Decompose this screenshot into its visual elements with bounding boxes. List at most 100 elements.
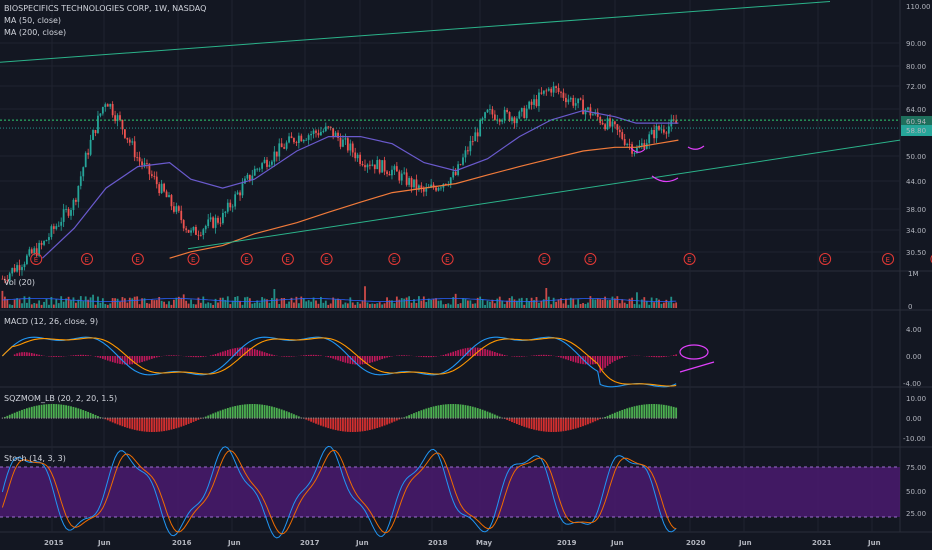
volume-bars — [1, 286, 678, 308]
macd-hist-bar — [339, 356, 342, 362]
macd-hist-bar — [82, 354, 85, 356]
earnings-marker — [187, 253, 200, 265]
macd-hist-bar — [418, 356, 420, 357]
volume-ma-line — [2, 298, 677, 302]
annotations[interactable] — [630, 145, 715, 373]
macd-hist-bar — [195, 356, 197, 358]
volume-bar — [516, 300, 518, 308]
volume-bar — [148, 303, 151, 308]
earnings-marker — [584, 253, 597, 265]
volume-bar — [126, 302, 129, 308]
prev-price-label: 60.94 — [906, 118, 927, 126]
sqz-bar — [545, 418, 548, 432]
sqz-bar — [322, 418, 325, 427]
sqz-bar — [359, 418, 361, 432]
sqz-bar — [535, 418, 538, 431]
sqz-bar — [317, 418, 320, 425]
candle-body — [616, 124, 619, 130]
sqz-bar — [182, 418, 185, 426]
candle-body — [8, 273, 11, 281]
candle-body — [471, 141, 474, 142]
sqz-dot — [489, 417, 491, 419]
volume-bar — [45, 298, 48, 308]
candle-body — [199, 234, 202, 236]
candle-body — [79, 176, 82, 186]
sqz-bar — [197, 418, 200, 420]
macd-hist-bar — [584, 356, 587, 365]
candle-body — [569, 97, 572, 100]
candle-body — [26, 255, 28, 265]
candle-body — [653, 129, 655, 139]
channel-lines[interactable] — [0, 0, 901, 250]
volume-bar — [202, 296, 205, 308]
volume-bar — [180, 297, 183, 308]
volume-bar — [547, 296, 550, 308]
volume-bar — [400, 298, 403, 308]
sqz-dot — [219, 417, 222, 419]
macd-hist-bar — [516, 356, 518, 357]
volume-bar — [283, 298, 286, 308]
time-label: Jun — [355, 539, 369, 547]
sqz-bar — [11, 413, 14, 418]
sqz-dot — [259, 417, 261, 419]
macd-hist-bar — [614, 356, 616, 361]
stoch-title: Stoch (14, 3, 3) — [4, 454, 66, 463]
volume-bar — [234, 296, 237, 308]
macd-hist-bar — [273, 355, 276, 356]
candle-body — [231, 206, 234, 208]
sqz-dot — [70, 417, 72, 419]
sqz-bar — [388, 418, 391, 424]
macd-hist-bar — [601, 356, 604, 371]
volume-bar — [185, 300, 188, 308]
volume-bar — [70, 300, 72, 308]
sqz-dot — [364, 417, 366, 419]
sqz-bar — [469, 406, 472, 418]
volume-bar — [165, 304, 168, 308]
time-label: 2019 — [557, 539, 577, 547]
candle-body — [1, 278, 4, 280]
volume-bar — [491, 299, 494, 308]
macd-hist-bar — [672, 355, 675, 356]
macd-tick: 4.00 — [906, 326, 922, 334]
sqz-bar — [253, 404, 256, 418]
volume-bar — [273, 289, 276, 308]
macd-hist-bar — [521, 356, 523, 357]
sqz-bar — [21, 409, 23, 418]
candle-body — [278, 143, 281, 157]
volume-bar — [173, 299, 175, 308]
macd-hist-bar — [256, 349, 258, 356]
candle-body — [234, 194, 237, 207]
sqz-bar — [528, 418, 531, 429]
sqz-bar — [408, 415, 410, 418]
volume-bar — [239, 300, 241, 308]
volume-bar — [77, 299, 80, 308]
candle-body — [48, 237, 50, 241]
candle-body — [248, 174, 251, 181]
earnings-markers[interactable]: EEEEEEEEEEEEEEEEEEEEEEEEE — [30, 253, 932, 265]
sqz-bar — [305, 418, 308, 420]
sqz-bar — [234, 406, 237, 418]
volume-bar — [197, 297, 200, 308]
price-tick: 110.00 — [906, 3, 931, 11]
macd-hist-bar — [457, 350, 459, 356]
price-tick: 30.50 — [906, 249, 926, 257]
sqz-dot — [651, 417, 653, 419]
macd-hist-bar — [386, 356, 388, 358]
volume-bar — [528, 301, 531, 308]
sqz-bar — [79, 409, 82, 418]
volume-bar — [52, 304, 55, 308]
sqz-dot — [229, 417, 231, 419]
main-panel[interactable] — [0, 0, 900, 271]
volume-bar — [344, 302, 347, 308]
volume-bar — [285, 303, 288, 308]
volume-bar — [124, 298, 126, 308]
sqz-bar — [30, 406, 33, 418]
macd-hist-bar — [427, 356, 430, 358]
macd-hist-bar — [562, 356, 565, 359]
candle-body — [28, 249, 31, 256]
sqz-dot — [92, 417, 94, 419]
sqz-bar — [655, 404, 658, 418]
sqz-bar — [540, 418, 543, 432]
